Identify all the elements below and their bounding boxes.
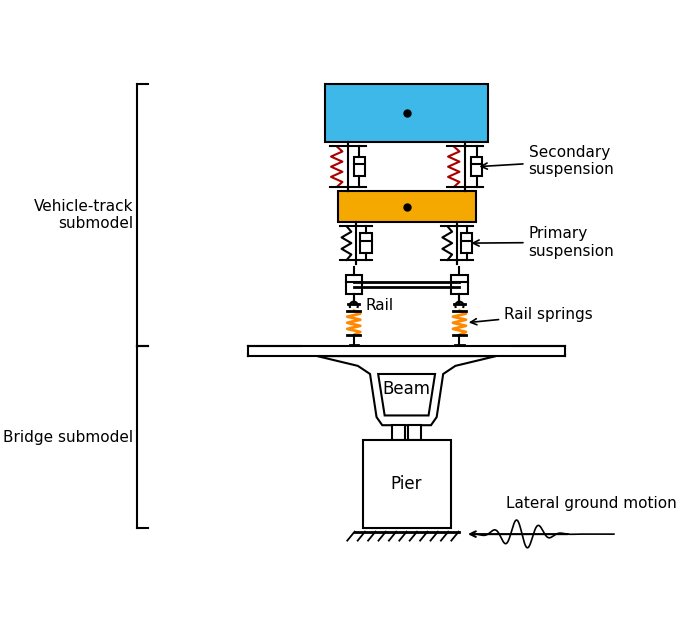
Text: Pier: Pier bbox=[391, 475, 423, 493]
Bar bbox=[451, 275, 468, 295]
Bar bbox=[461, 234, 473, 253]
Text: Rail springs: Rail springs bbox=[471, 307, 593, 324]
Bar bbox=[363, 440, 451, 528]
Text: Beam: Beam bbox=[383, 380, 431, 398]
Text: Bridge submodel: Bridge submodel bbox=[3, 430, 134, 445]
Text: Lateral ground motion: Lateral ground motion bbox=[506, 497, 677, 511]
Polygon shape bbox=[317, 356, 496, 425]
Text: Rail: Rail bbox=[366, 298, 394, 313]
Bar bbox=[360, 234, 372, 253]
Bar bbox=[346, 275, 362, 295]
Bar bbox=[353, 157, 365, 177]
Bar bbox=[338, 191, 475, 222]
Bar bbox=[471, 157, 482, 177]
Polygon shape bbox=[378, 374, 435, 415]
Text: Vehicle-track
submodel: Vehicle-track submodel bbox=[34, 199, 134, 231]
Text: Primary
suspension: Primary suspension bbox=[473, 226, 614, 258]
Bar bbox=[408, 425, 421, 440]
Bar bbox=[325, 84, 488, 142]
Text: Secondary
suspension: Secondary suspension bbox=[481, 145, 614, 177]
Bar bbox=[392, 425, 405, 440]
